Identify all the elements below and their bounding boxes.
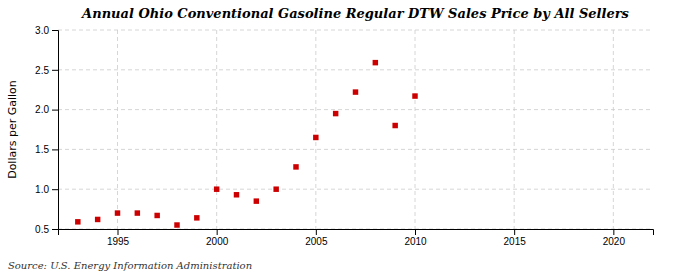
annotation: Source: U.S. Energy Information Administ… — [8, 260, 252, 271]
plot: 1995 2000 2005 2010 2015 2020 0.5 1.0 1.5 2.0 2.5 3… — [35, 25, 653, 247]
grid-line — [415, 30, 416, 229]
points — [75, 60, 418, 228]
point — [392, 123, 397, 128]
point — [293, 164, 298, 169]
tick: 1.5 — [35, 144, 58, 155]
tick: 2000 — [206, 229, 229, 247]
point — [135, 210, 140, 215]
tick-label: 1.5 — [35, 144, 49, 155]
point — [254, 198, 259, 203]
point — [313, 135, 318, 140]
point — [174, 222, 179, 227]
point — [115, 210, 120, 215]
tick-mark — [118, 229, 119, 235]
tick-label: 2.0 — [35, 104, 49, 115]
point — [95, 217, 100, 222]
point — [234, 192, 239, 197]
tick-mark — [316, 229, 317, 235]
tick-label: 2010 — [404, 236, 427, 247]
grid-line — [58, 30, 653, 31]
tick-mark — [217, 229, 218, 235]
grid-line — [216, 30, 217, 229]
tick-label: 2015 — [504, 236, 527, 247]
grid-line — [315, 30, 316, 229]
grid — [58, 30, 653, 229]
point — [154, 213, 159, 218]
tick: 2010 — [404, 229, 427, 247]
point — [412, 93, 417, 98]
tick-mark — [52, 149, 58, 150]
grid-line — [514, 30, 515, 229]
tick: 2.5 — [35, 65, 58, 76]
point — [214, 186, 219, 191]
point — [194, 215, 199, 220]
tick: 2.0 — [35, 104, 58, 115]
y-axis: 0.5 1.0 1.5 2.0 2.5 3.0 — [35, 25, 58, 235]
grid-line — [58, 69, 653, 70]
tick: 2020 — [603, 229, 626, 247]
tick-mark — [52, 30, 58, 31]
grid-line — [613, 30, 614, 229]
y-axis-title: Dollars per Gallon — [6, 80, 19, 179]
grid-line — [58, 149, 653, 150]
point — [333, 111, 338, 116]
point — [373, 60, 378, 65]
tick-label: 3.0 — [35, 25, 49, 36]
tick: 3.0 — [35, 25, 58, 36]
tick: 0.5 — [35, 224, 58, 235]
tick-label: 2.5 — [35, 65, 49, 76]
tick: 2015 — [504, 229, 527, 247]
tick-mark — [613, 229, 614, 235]
point — [353, 89, 358, 94]
tick-mark — [415, 229, 416, 235]
tick-label: 2005 — [305, 236, 328, 247]
grid-line — [58, 189, 653, 190]
title: Annual Ohio Conventional Gasoline Regula… — [80, 6, 629, 21]
point — [75, 219, 80, 224]
axis-line — [59, 230, 654, 236]
point — [273, 186, 278, 191]
chart: 1995 2000 2005 2010 2015 2020 0.5 1.0 1.5 2.0 2.5 3… — [0, 0, 675, 275]
tick-mark — [52, 229, 58, 230]
tick-mark — [52, 189, 58, 190]
tick-label: 2000 — [206, 236, 229, 247]
tick-label: 0.5 — [35, 224, 49, 235]
tick: 2005 — [305, 229, 328, 247]
tick-mark — [52, 70, 58, 71]
tick-label: 2020 — [603, 236, 626, 247]
grid-line — [117, 30, 118, 229]
tick-label: 1995 — [107, 236, 130, 247]
tick-label: 1.0 — [35, 184, 49, 195]
tick-mark — [514, 229, 515, 235]
x-axis: 1995 2000 2005 2010 2015 2020 — [59, 229, 654, 247]
tick: 1.0 — [35, 184, 58, 195]
grid-line — [58, 109, 653, 110]
tick-mark — [52, 110, 58, 111]
axis-line — [52, 31, 59, 230]
tick: 1995 — [107, 229, 130, 247]
